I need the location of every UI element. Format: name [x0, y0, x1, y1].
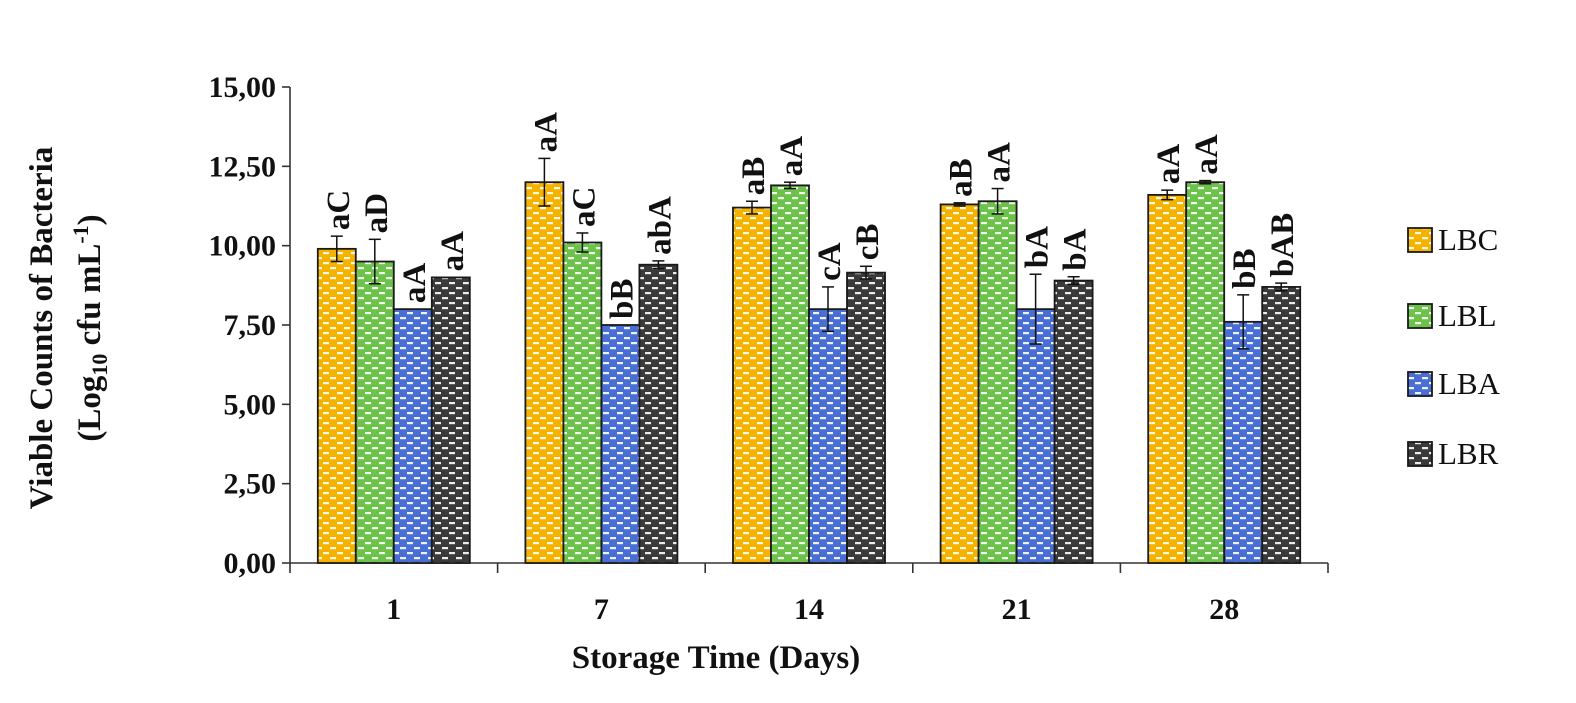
- bar-label: aC: [566, 187, 602, 227]
- bar-label: aA: [982, 142, 1018, 183]
- legend-swatch-lbc: [1407, 227, 1433, 253]
- legend-swatch-lbl: [1407, 303, 1433, 329]
- bar-label: abA: [642, 196, 678, 255]
- bar-lba-day-1: [392, 308, 433, 564]
- bar-label: bB: [1227, 248, 1263, 288]
- x-axis-title: Storage Time (Days): [572, 640, 860, 676]
- legend-label-lba: LBA: [1438, 366, 1501, 401]
- bar-label: bA: [1058, 228, 1094, 270]
- bar-label: aA: [1189, 134, 1225, 175]
- bar-lbl-day-7: [562, 241, 603, 564]
- bar-label: aC: [321, 190, 357, 230]
- y-axis-title-line1: Viable Counts of Bacteria: [24, 147, 60, 510]
- legend: LBC LBL LBA LBR: [1407, 222, 1501, 471]
- bar-label: bAB: [1265, 213, 1301, 277]
- x-tick-label: 21: [1002, 593, 1032, 626]
- bar-label: aB: [944, 158, 980, 197]
- bar-label: aA: [528, 112, 564, 153]
- y-tick-label: 15,00: [209, 71, 277, 104]
- bar-label: bA: [1020, 226, 1056, 268]
- legend-label-lbr: LBR: [1438, 436, 1499, 471]
- bar-lbl-day-14: [770, 184, 810, 564]
- legend-swatch-lba: [1407, 371, 1433, 397]
- bar-lbl-day-1: [354, 260, 395, 564]
- bar-lba-day-21: [1015, 308, 1056, 564]
- x-tick-label: 14: [794, 593, 824, 626]
- bar-lbc-day-7: [524, 181, 565, 564]
- plot-area: 0,00 2,50 5,00 7,50 10,00 12,50 15,00 1 7 14 21 28 a…: [209, 71, 1329, 626]
- y-tick-label: 5,00: [224, 388, 277, 421]
- y-tick-label: 7,50: [224, 309, 277, 342]
- bar-lbc-day-21: [939, 203, 980, 564]
- bar-lba-day-28: [1223, 320, 1264, 564]
- y-title-prefix: (Log: [72, 375, 108, 442]
- y-axis-title-line2: (Log10 cfu mL-1): [68, 214, 112, 441]
- y-tick-label: 10,00: [209, 230, 277, 263]
- bar-lbr-day-28: [1261, 286, 1302, 564]
- bar-label: bB: [604, 279, 640, 319]
- x-tick-label: 7: [594, 593, 609, 626]
- bar-label: aA: [435, 231, 471, 272]
- legend-label-lbc: LBC: [1438, 222, 1498, 257]
- bar-lbc-day-14: [732, 206, 772, 564]
- bar-label: cA: [812, 242, 848, 281]
- bar-label: aD: [359, 193, 395, 233]
- y-title-sup: -1: [68, 225, 93, 243]
- x-tick-label: 1: [386, 593, 401, 626]
- bar-lbr-day-7: [638, 263, 679, 564]
- y-title-suffix: ): [72, 214, 108, 225]
- y-tick-label: 12,50: [209, 150, 277, 183]
- y-title-sub: 10: [87, 354, 112, 376]
- x-tick-label: 28: [1209, 593, 1239, 626]
- y-tick-label: 2,50: [224, 468, 277, 501]
- bar-lbl-day-28: [1185, 181, 1226, 564]
- legend-label-lbl: LBL: [1438, 298, 1497, 333]
- y-tick-label: 0,00: [224, 547, 277, 580]
- bar-label: aA: [774, 136, 810, 177]
- y-title-mid: cfu mL: [72, 244, 108, 354]
- legend-swatch-lbr: [1407, 441, 1433, 467]
- bar-lbr-day-21: [1053, 279, 1094, 564]
- bar-label: aA: [397, 263, 433, 304]
- bar-lbr-day-14: [846, 271, 886, 564]
- bar-lbr-day-1: [430, 276, 471, 564]
- bar-label: cB: [850, 224, 886, 261]
- bar-lbc-day-1: [316, 247, 357, 564]
- bar-lbl-day-21: [977, 200, 1018, 564]
- bar-label: aA: [1151, 144, 1187, 185]
- bar-lba-day-14: [808, 308, 848, 564]
- bar-lba-day-7: [600, 324, 641, 564]
- bar-lbc-day-28: [1147, 193, 1188, 564]
- bar-label: aB: [736, 157, 772, 196]
